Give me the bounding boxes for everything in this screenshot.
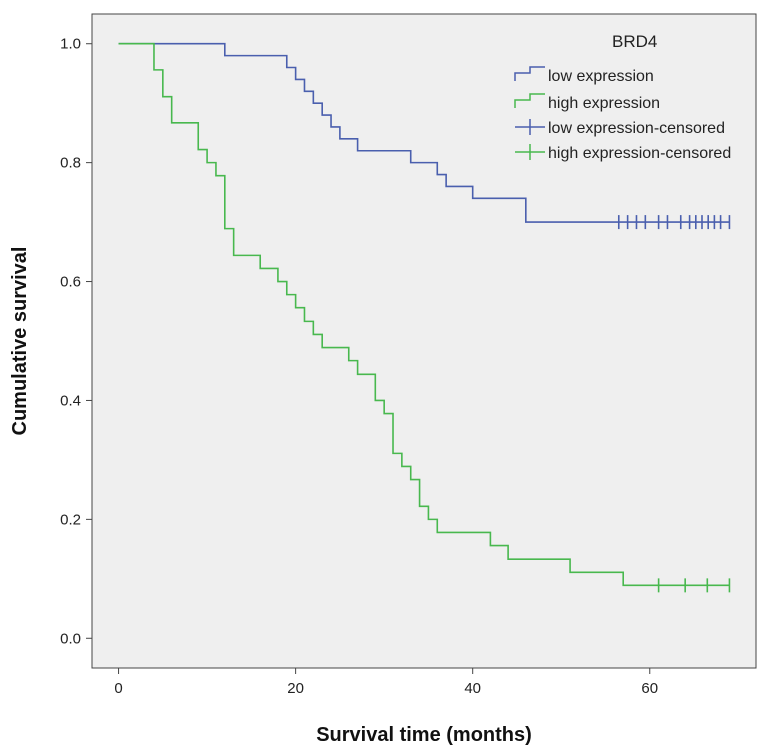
legend-low-censored-label: low expression-censored: [548, 120, 725, 137]
y-tick-label: 0.2: [60, 511, 81, 528]
legend-high-expression-label: high expression: [548, 95, 660, 112]
survival-curves: [118, 42, 731, 593]
y-tick-label: 1.0: [60, 36, 81, 53]
high-expression-curve: [118, 42, 730, 587]
x-tick-label: 20: [287, 680, 304, 697]
legend-high-expression-swatch: [514, 93, 545, 108]
x-tick-label: 60: [641, 680, 658, 697]
x-tick-label: 40: [464, 680, 481, 697]
y-axis-title: Cumulative survival: [9, 247, 31, 436]
legend-low-censored-swatch: [515, 119, 545, 135]
legend-title: BRD4: [612, 32, 657, 51]
legend-high-censored-label: high expression-censored: [548, 145, 731, 162]
legend: BRD4 low expression high expression low …: [514, 32, 731, 162]
legend-low-expression-label: low expression: [548, 68, 654, 85]
x-tick-label: 0: [114, 680, 122, 697]
legend-low-expression-swatch: [514, 66, 545, 81]
x-axis-title: Survival time (months): [316, 724, 532, 746]
axis-ticks: 0 20 40 60 0.0 0.2 0.4 0.6 0.8 1.0: [60, 36, 658, 697]
y-tick-label: 0.8: [60, 155, 81, 172]
y-tick-label: 0.6: [60, 274, 81, 291]
y-tick-label: 0.4: [60, 392, 81, 409]
legend-high-censored-swatch: [515, 144, 545, 160]
plot-background: [91, 13, 757, 669]
low-expression-curve: [118, 42, 730, 223]
y-tick-label: 0.0: [60, 630, 81, 647]
